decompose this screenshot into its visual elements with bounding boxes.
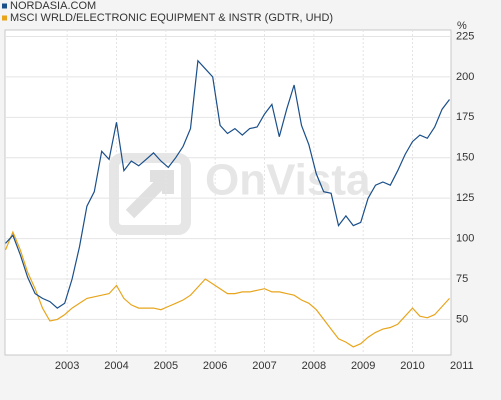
y-tick-label: 225 [456,30,474,42]
legend-label: NORDASIA.COM [10,0,96,12]
y-tick-label: 175 [456,111,474,123]
x-tick-label: 2006 [203,360,227,372]
y-tick-label: 100 [456,232,474,244]
x-tick-label: 2009 [351,360,375,372]
x-tick-label: 2011 [450,360,474,372]
x-tick-label: 2003 [55,360,79,372]
y-tick-label: 125 [456,192,474,204]
watermark: OnVista [205,156,371,205]
x-tick-label: 2008 [302,360,326,372]
y-tick-label: 50 [456,313,468,325]
x-tick-label: 2007 [252,360,276,372]
x-tick-label: 2004 [104,360,128,372]
y-axis-label: % [457,20,467,32]
plot-area [4,29,452,356]
x-tick-label: 2010 [400,360,424,372]
x-tick-label: 2005 [154,360,178,372]
legend-swatch [2,15,7,21]
legend-label: MSCI WRLD/ELECTRONIC EQUIPMENT & INSTR (… [10,12,333,24]
y-tick-label: 200 [456,71,474,83]
y-tick-label: 75 [456,273,468,285]
legend-swatch [2,3,7,9]
series-line [5,59,450,309]
y-tick-label: 150 [456,152,474,164]
series-line [4,230,450,348]
